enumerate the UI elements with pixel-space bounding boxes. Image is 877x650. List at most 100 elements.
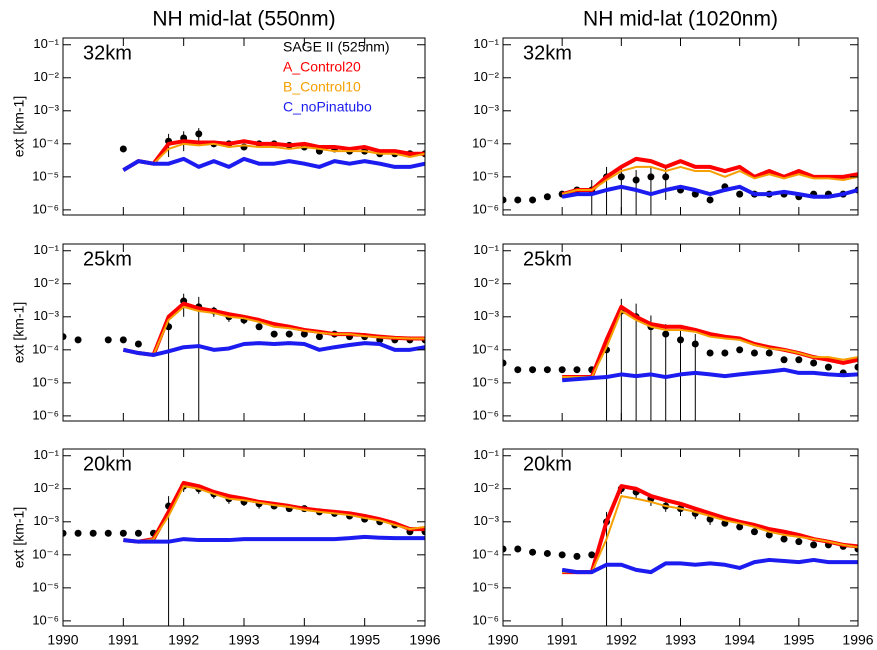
series-line	[123, 480, 425, 544]
data-point	[573, 366, 581, 374]
data-point	[736, 190, 744, 198]
panel-label: 25km	[523, 248, 572, 270]
data-point	[810, 359, 818, 367]
y-tick-label: 10⁻⁴	[472, 546, 499, 561]
x-tick-label: 1996	[842, 632, 873, 648]
data-point	[104, 529, 112, 537]
data-point	[662, 173, 670, 181]
column-title: NH mid-lat (550nm)	[152, 8, 335, 31]
data-point	[503, 359, 507, 367]
x-tick-label: 1994	[289, 632, 320, 648]
data-point	[765, 349, 773, 357]
y-tick-label: 10⁻¹	[473, 242, 499, 257]
data-point	[795, 538, 803, 546]
series-line	[122, 142, 425, 171]
x-tick-label: 1992	[606, 632, 637, 648]
y-tick-label: 10⁻⁶	[472, 407, 499, 422]
data-point	[134, 529, 142, 537]
y-tick-label: 10⁻⁶	[472, 612, 499, 627]
data-point	[691, 340, 699, 348]
series-line	[123, 485, 425, 543]
y-tick-label: 10⁻³	[33, 513, 59, 528]
data-point	[750, 349, 758, 357]
data-point	[503, 545, 507, 553]
panel-label: 32km	[83, 42, 132, 64]
data-point	[765, 531, 773, 539]
series-line	[123, 534, 425, 544]
data-point	[514, 545, 522, 553]
column-title: NH mid-lat (1020nm)	[583, 8, 778, 31]
plot-area	[63, 293, 425, 421]
panel-label: 20km	[83, 453, 132, 475]
series-line	[561, 156, 858, 197]
y-tick-label: 10⁻¹	[33, 36, 59, 51]
series-line	[561, 184, 858, 199]
data-point	[558, 551, 566, 559]
y-tick-label: 10⁻¹	[33, 242, 59, 257]
y-tick-label: 10⁻³	[473, 308, 499, 323]
x-tick-label: 1995	[349, 632, 380, 648]
data-point	[588, 551, 596, 559]
data-point	[543, 549, 551, 557]
data-point	[795, 356, 803, 364]
data-point	[543, 193, 551, 201]
data-point	[529, 196, 537, 204]
legend-entry: A_Control20	[283, 59, 361, 75]
panel: 10⁻⁶ 10⁻⁵ 10⁻⁴ 10⁻³ 10⁻² 10⁻¹ 1990 1991 1992 1993…	[11, 447, 441, 648]
data-point	[195, 130, 203, 138]
x-tick-label: 1991	[547, 632, 578, 648]
y-tick-label: 10⁻⁵	[472, 374, 499, 389]
y-tick-label: 10⁻¹	[473, 36, 499, 51]
data-point	[573, 552, 581, 560]
y-tick-label: 10⁻³	[473, 513, 499, 528]
series-line	[122, 139, 425, 172]
legend-entry: SAGE II (525nm)	[283, 39, 390, 55]
y-tick-label: 10⁻⁴	[32, 546, 59, 561]
y-tick-label: 10⁻²	[33, 275, 59, 290]
data-point	[617, 173, 625, 181]
data-point	[315, 333, 323, 341]
plot-frame	[502, 448, 859, 627]
data-point	[104, 336, 112, 344]
panel-label: 25km	[83, 248, 132, 270]
y-axis-label: ext [km-1]	[11, 96, 27, 157]
data-point	[706, 349, 714, 357]
data-point	[529, 366, 537, 374]
data-point	[74, 336, 82, 344]
y-tick-label: 10⁻²	[33, 480, 59, 495]
y-tick-label: 10⁻⁴	[472, 135, 499, 150]
x-tick-label: 1993	[228, 632, 259, 648]
panel: 10⁻⁶ 10⁻⁵ 10⁻⁴ 10⁻³ 10⁻² 10⁻¹ ext [km-1] 25km	[11, 242, 426, 422]
data-point	[255, 323, 263, 331]
y-axis-label: ext [km-1]	[11, 302, 27, 363]
x-tick-label: 1992	[168, 632, 199, 648]
panel-label: 20km	[523, 453, 572, 475]
data-point	[750, 528, 758, 536]
x-tick-label: 1995	[783, 632, 814, 648]
x-tick-label: 1991	[108, 632, 139, 648]
y-tick-label: 10⁻⁴	[472, 341, 499, 356]
x-tick-label: 1993	[665, 632, 696, 648]
data-point	[529, 548, 537, 556]
plot-frame	[502, 37, 859, 216]
y-tick-label: 10⁻⁵	[32, 374, 59, 389]
y-tick-label: 10⁻⁵	[32, 168, 59, 183]
data-point	[854, 363, 858, 371]
data-point	[647, 173, 655, 181]
data-point	[63, 529, 67, 537]
data-point	[89, 529, 97, 537]
y-tick-label: 10⁻²	[473, 275, 499, 290]
data-point	[632, 176, 640, 184]
data-point	[514, 196, 522, 204]
data-point	[706, 196, 714, 204]
data-point	[662, 330, 670, 338]
series-line	[562, 367, 858, 383]
panel: 10⁻⁶ 10⁻⁵ 10⁻⁴ 10⁻³ 10⁻² 10⁻¹ 1990 1991 1992 1993…	[472, 447, 874, 648]
y-axis-label: ext [km-1]	[11, 507, 27, 568]
legend-entry: C_noPinatubo	[283, 99, 372, 115]
data-point	[736, 523, 744, 531]
plot-area	[119, 128, 425, 172]
x-tick-label: 1994	[724, 632, 755, 648]
y-tick-label: 10⁻²	[33, 69, 59, 84]
